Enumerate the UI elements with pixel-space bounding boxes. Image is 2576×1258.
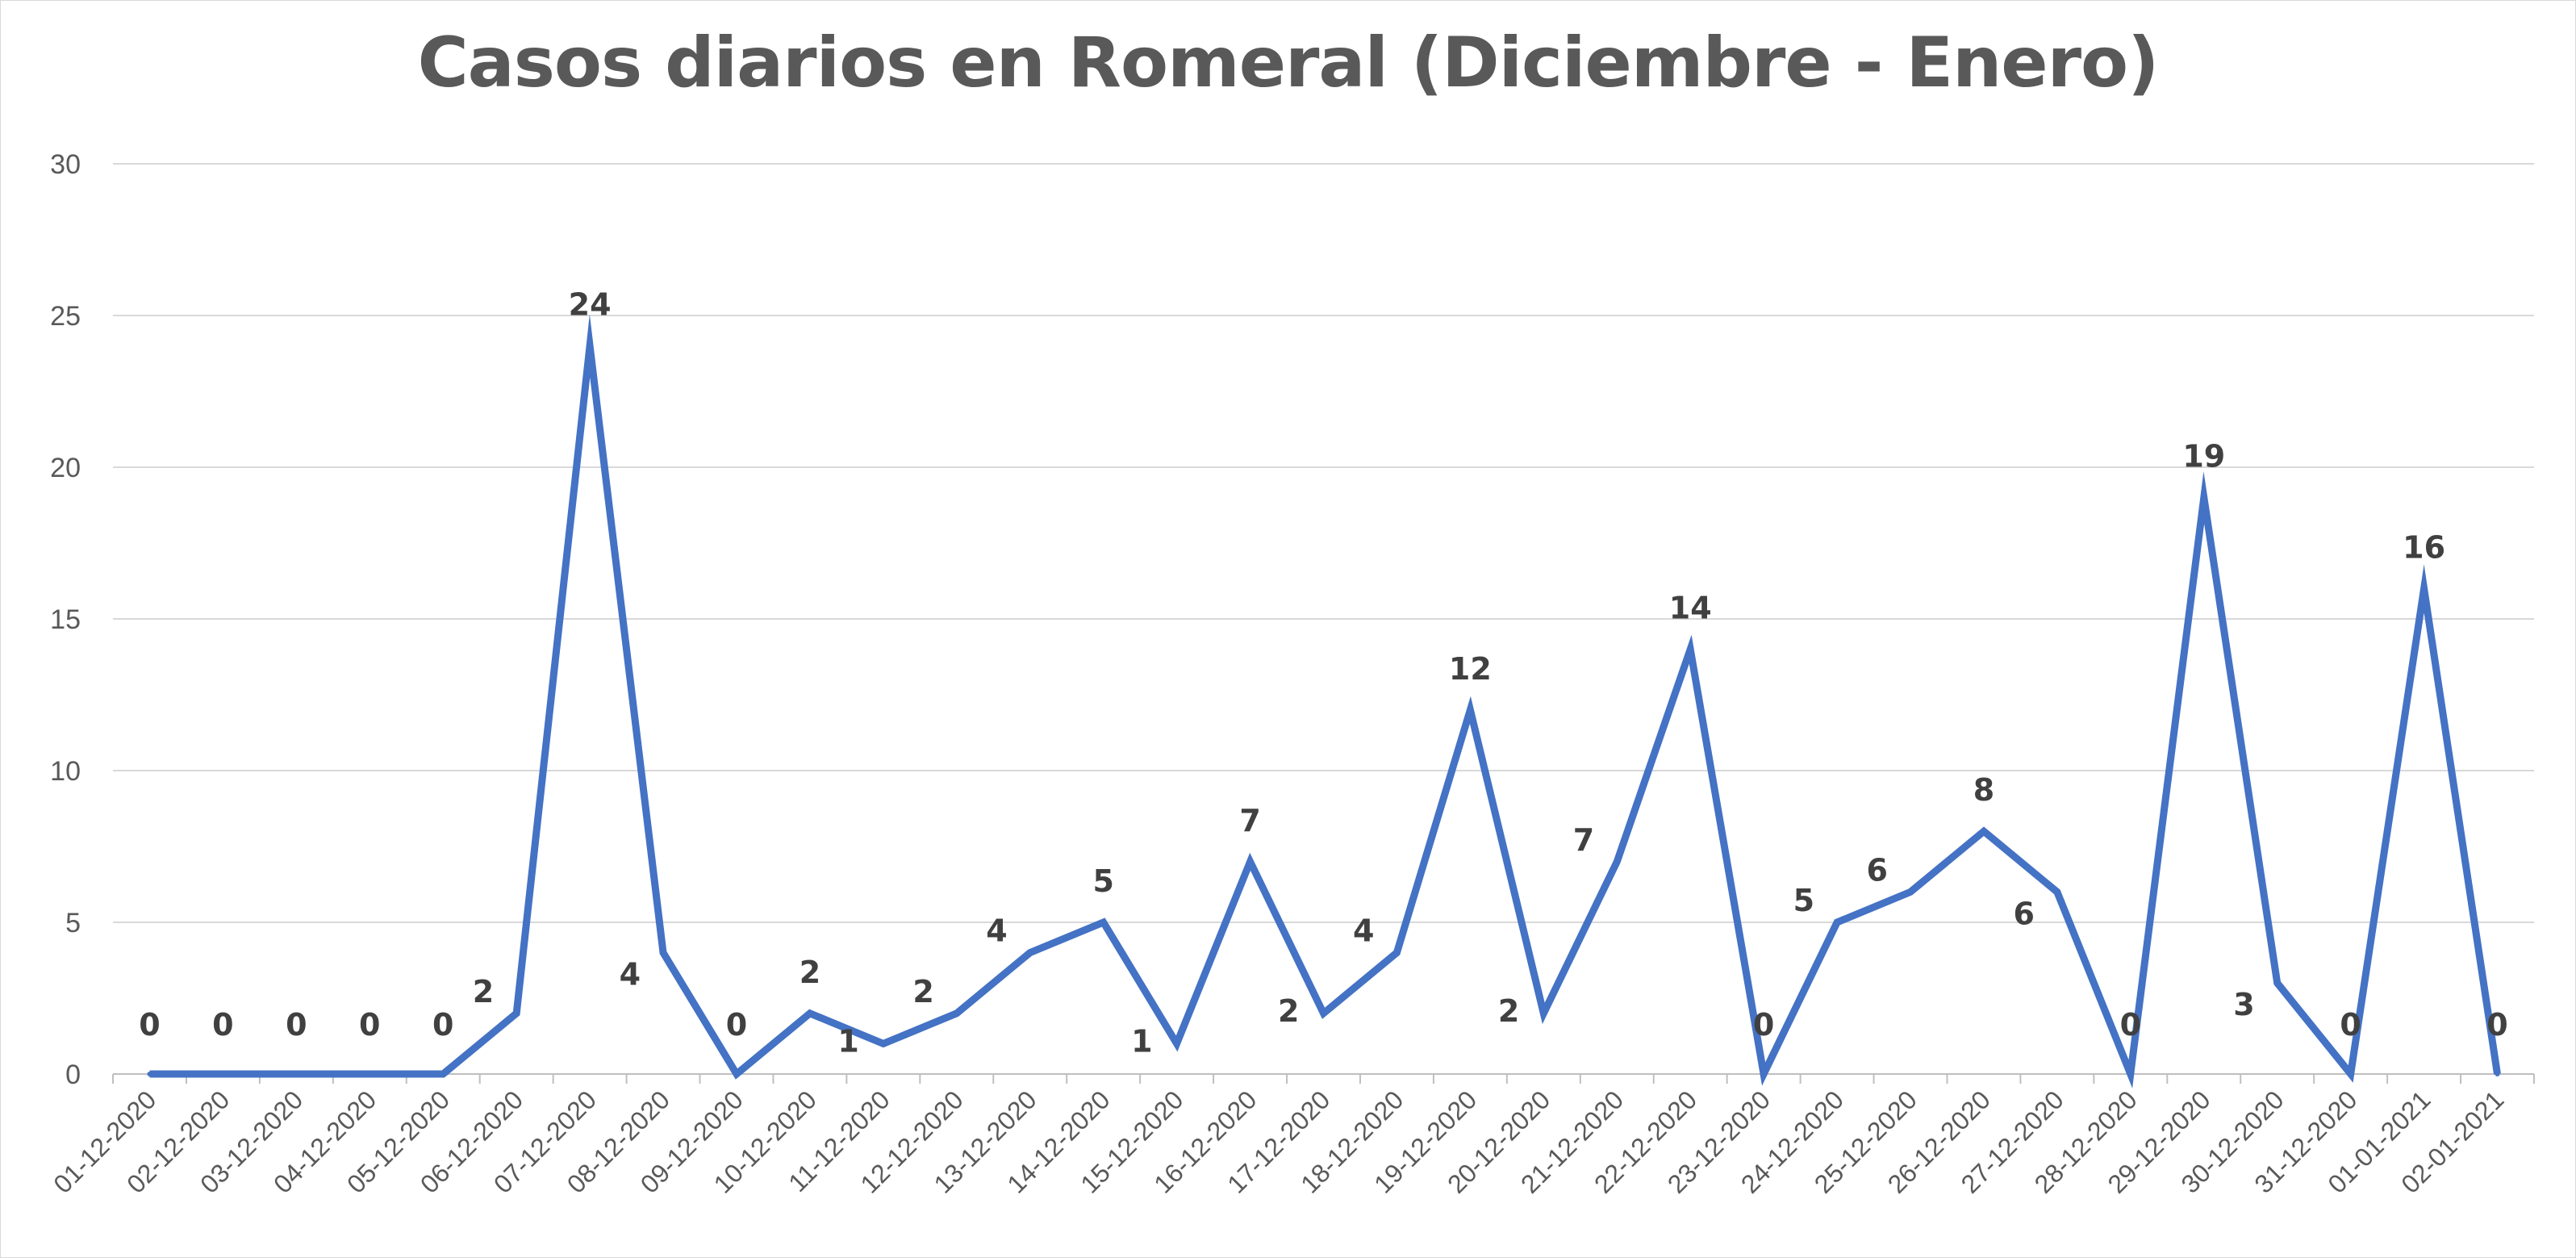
data-label: 2 [1498,993,1519,1029]
data-point [807,1010,812,1016]
y-tick-label: 20 [50,453,81,483]
data-label: 5 [1092,863,1113,899]
data-label: 0 [212,1007,233,1043]
data-point [147,1072,152,1076]
data-label: 7 [1573,822,1594,858]
data-label: 0 [1753,1007,1774,1043]
data-label: 2 [912,974,933,1009]
data-label: 7 [1239,803,1260,838]
data-label: 4 [1353,913,1374,949]
data-point [367,1072,373,1076]
data-label: 0 [286,1007,307,1043]
gridlines [113,163,2534,923]
x-axis-tick-labels: 01-12-202002-12-202003-12-202004-12-2020… [48,1085,2509,1198]
data-point [661,950,666,955]
y-tick-label: 5 [65,908,81,938]
data-point [2127,1072,2133,1076]
data-point [1321,1010,1326,1016]
data-label: 5 [1793,883,1814,918]
chart-title: Casos diarios en Romeral (Diciembre - En… [417,23,2160,103]
data-point [1247,859,1253,864]
data-label: 14 [1669,591,1712,626]
data-point [220,1072,226,1076]
y-tick-label: 0 [65,1059,81,1090]
x-axis [112,1073,2535,1084]
data-label: 8 [1973,772,1994,808]
data-point [1174,1041,1179,1047]
data-point [587,343,593,349]
data-point [2348,1072,2353,1076]
data-point [2054,889,2060,895]
data-label: 0 [2120,1007,2141,1043]
data-point [1027,950,1033,955]
data-label: 4 [986,913,1007,949]
data-label: 0 [359,1007,380,1043]
data-point [440,1072,446,1076]
data-label: 0 [2486,1007,2507,1043]
data-label: 0 [432,1007,453,1043]
data-label: 24 [569,287,612,323]
data-label: 4 [620,957,641,993]
data-point [1981,829,1986,834]
data-label: 0 [139,1007,160,1043]
data-point [2421,586,2427,591]
data-point [1835,920,1840,925]
data-point [1688,646,1693,652]
data-point [733,1072,739,1076]
data-point [2201,495,2207,500]
data-point [880,1041,886,1047]
data-point [1614,859,1620,864]
data-point [514,1010,520,1016]
data-point [2274,980,2280,986]
y-axis: 0 5 10 15 20 25 30 [50,149,81,1090]
y-tick-label: 15 [50,604,81,635]
series-casos [147,314,2501,1089]
data-label: 2 [800,955,820,990]
data-point [1908,889,1914,895]
data-label: 16 [2403,529,2445,565]
data-point [1761,1072,1767,1076]
data-label: 2 [1278,993,1299,1029]
data-point [1394,950,1400,955]
data-label: 2 [473,974,494,1009]
y-tick-label: 25 [50,301,81,332]
y-tick-label: 10 [50,756,81,787]
data-point [2495,1072,2500,1076]
data-label: 19 [2182,439,2225,474]
data-point [294,1072,299,1076]
series-line [149,314,2501,1089]
data-label: 0 [2340,1007,2361,1043]
data-point [954,1010,959,1016]
data-point [1468,707,1473,713]
data-label: 1 [1131,1023,1152,1059]
data-label: 12 [1449,651,1492,687]
data-label: 1 [837,1023,858,1059]
y-tick-label: 30 [50,149,81,180]
data-label: 6 [2013,896,2034,931]
data-label: 0 [726,1007,747,1043]
data-point [1541,1010,1547,1016]
data-label: 3 [2233,987,2254,1022]
data-label: 6 [1867,852,1888,888]
data-point [1100,920,1106,925]
